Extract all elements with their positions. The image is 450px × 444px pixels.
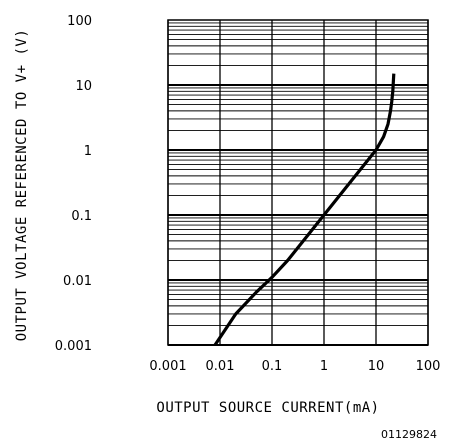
x-tick-label: 0.01 (206, 359, 235, 374)
x-tick-labels: 0.001 0.01 0.1 1 10 100 (149, 359, 440, 374)
y-tick-label: 0.001 (55, 339, 92, 354)
x-tick-label: 0.1 (262, 359, 283, 374)
x-tick-label: 100 (416, 359, 441, 374)
grid (167, 20, 429, 346)
y-tick-labels: 0.001 0.01 0.1 1 10 100 (55, 14, 92, 354)
y-tick-label: 100 (67, 14, 92, 29)
figure-id: 01129824 (381, 428, 437, 441)
plot-frame (167, 19, 429, 346)
x-axis-label: OUTPUT SOURCE CURRENT(mA) (156, 400, 379, 416)
y-tick-label: 0.01 (63, 274, 92, 289)
y-axis-label: OUTPUT VOLTAGE REFERENCED TO V+ (V) (14, 29, 30, 342)
x-tick-label: 1 (320, 359, 328, 374)
x-tick-label: 10 (368, 359, 385, 374)
y-tick-label: 1 (84, 144, 92, 159)
y-tick-label: 10 (75, 79, 92, 94)
x-tick-label: 0.001 (149, 359, 186, 374)
y-tick-label: 0.1 (71, 209, 92, 224)
series-layer (213, 73, 396, 346)
series-line (213, 73, 396, 346)
